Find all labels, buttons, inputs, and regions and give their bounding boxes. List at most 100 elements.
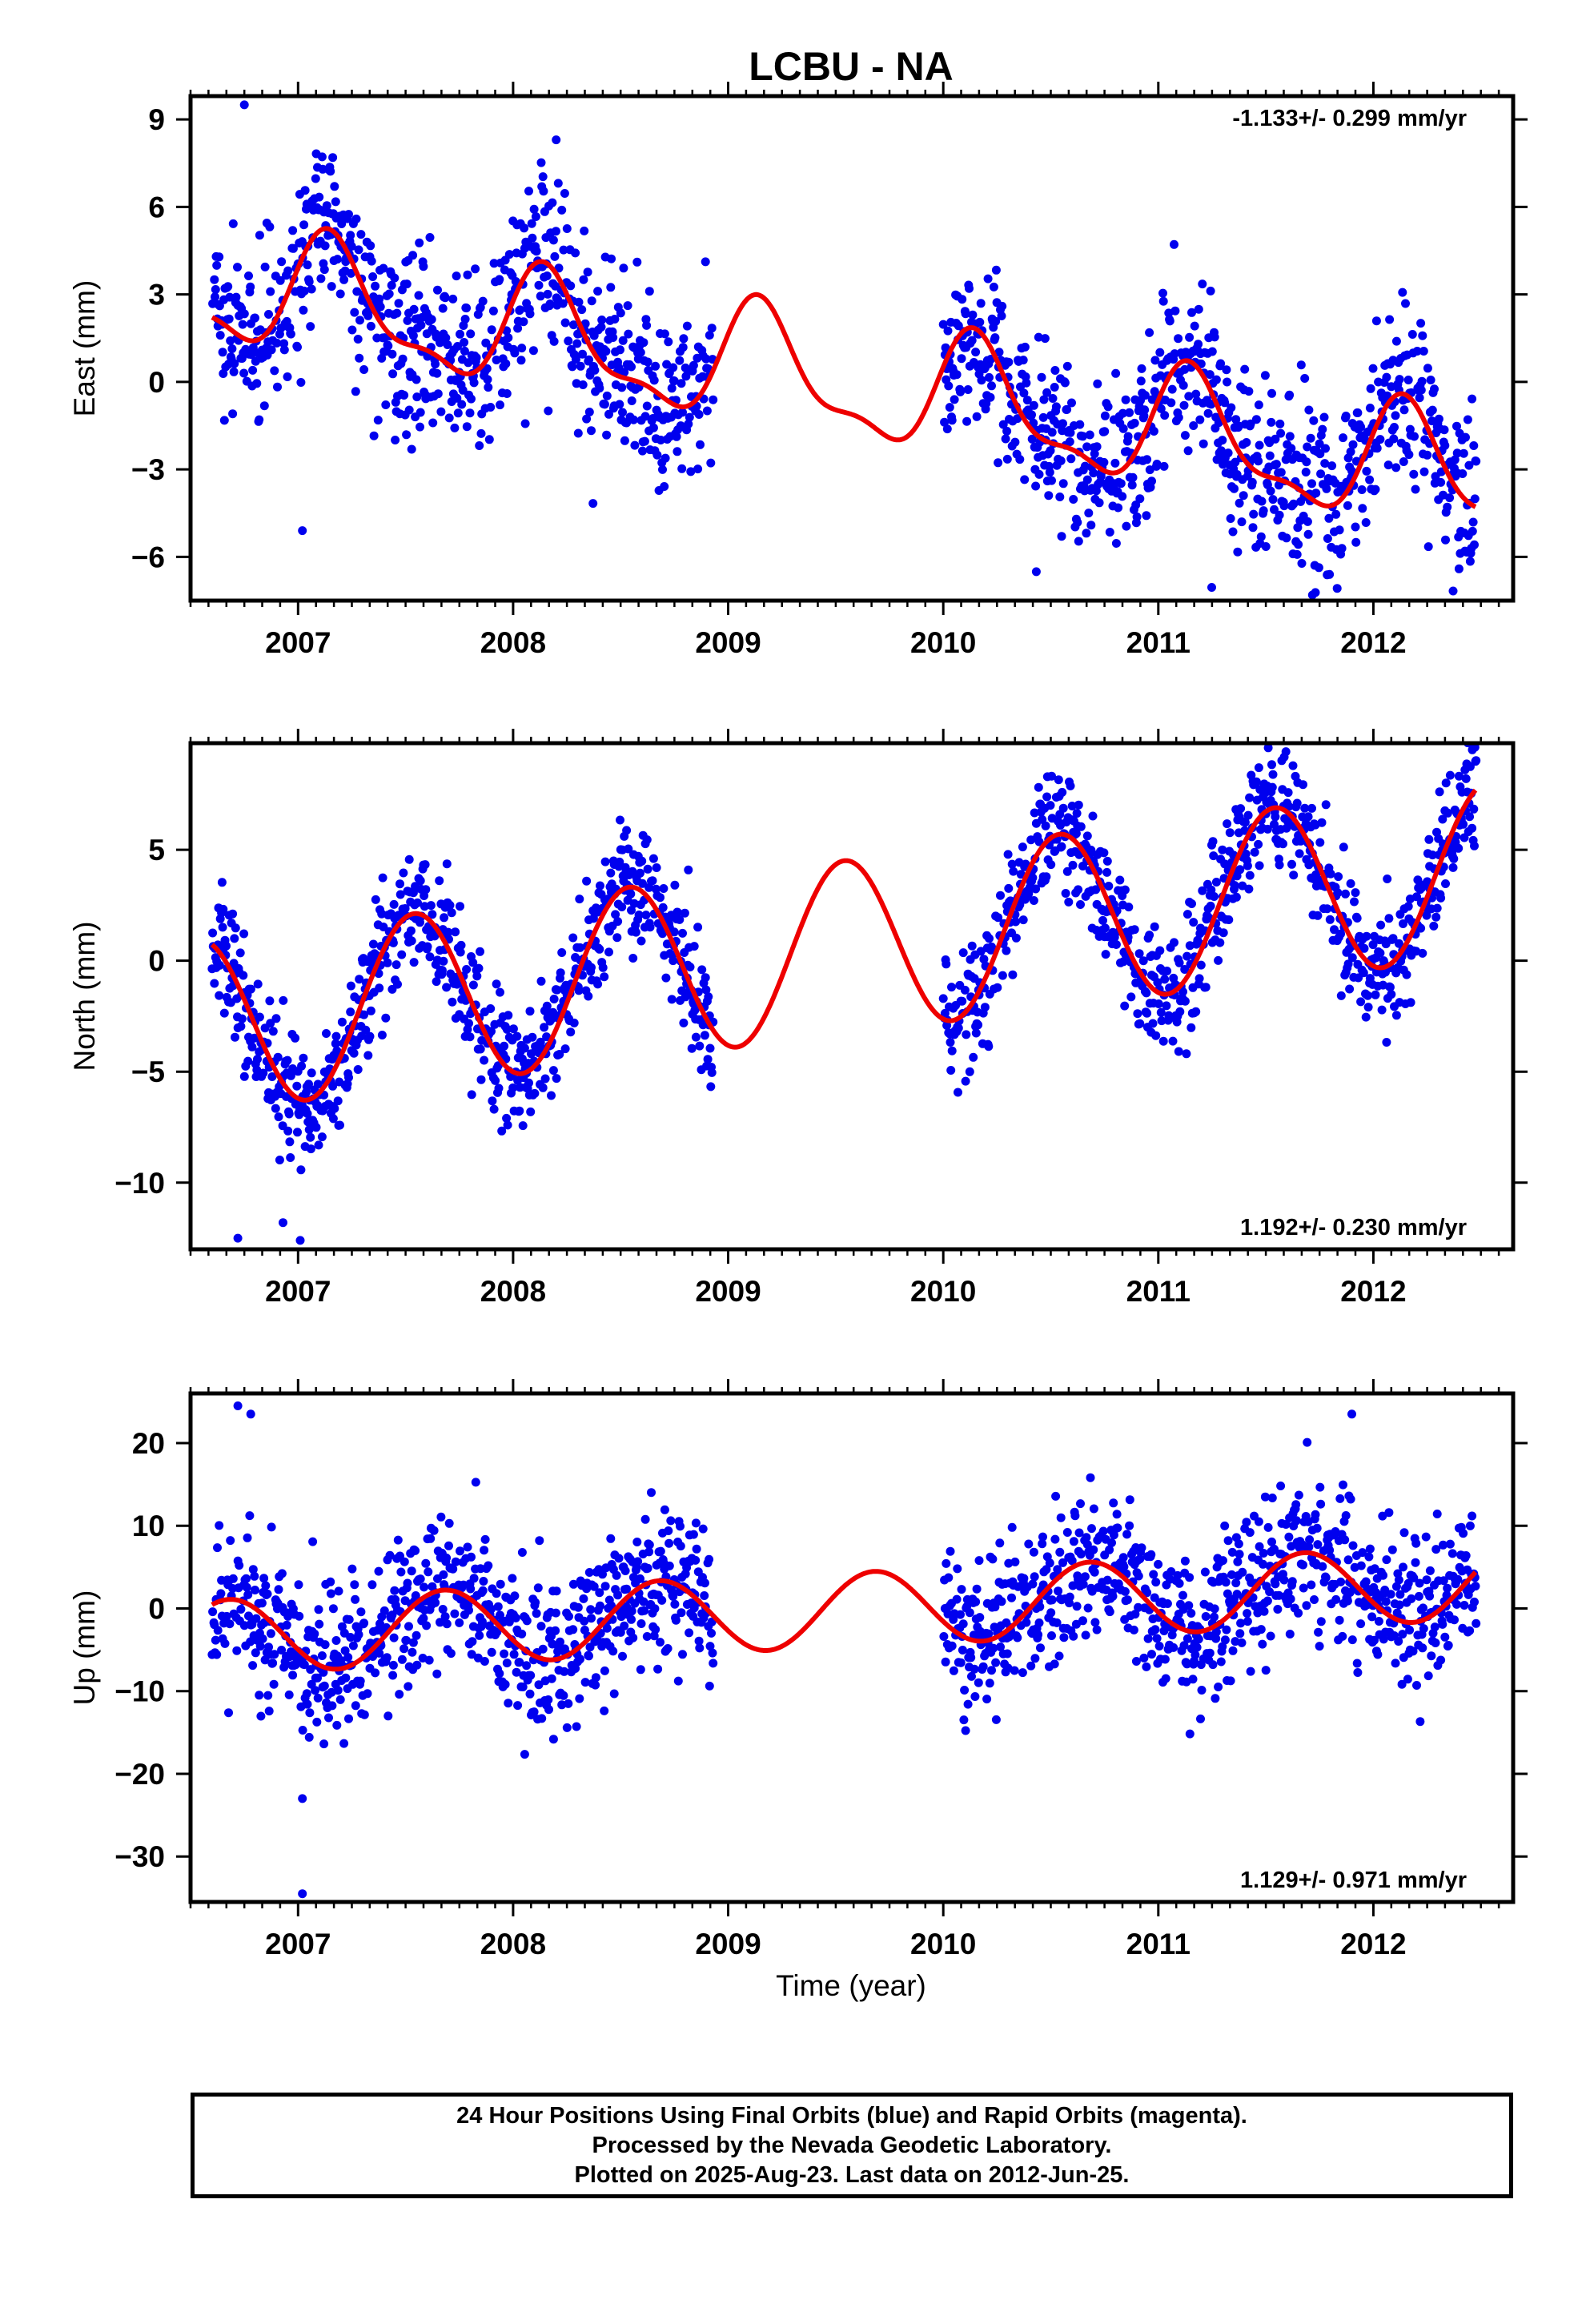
data-point (1299, 780, 1307, 790)
data-point (460, 338, 469, 347)
data-point (1332, 584, 1342, 593)
data-point (1076, 1550, 1086, 1559)
data-point (1167, 384, 1177, 394)
data-point (1361, 1012, 1371, 1022)
data-point (1227, 1570, 1236, 1579)
data-point (989, 1643, 998, 1653)
data-point (1168, 1036, 1178, 1046)
data-point (1002, 454, 1012, 464)
data-point (408, 251, 418, 260)
data-point (1267, 388, 1276, 398)
data-point (346, 1007, 355, 1017)
data-point (1130, 418, 1139, 428)
data-point (1047, 428, 1057, 437)
data-point (538, 1083, 548, 1092)
data-point (628, 415, 638, 424)
data-point (577, 305, 587, 315)
data-point (273, 1052, 283, 1062)
data-point (218, 923, 227, 932)
data-point (243, 1590, 253, 1599)
data-point (958, 295, 967, 304)
data-point (1374, 1617, 1383, 1626)
data-point (1083, 1603, 1093, 1613)
data-point (943, 326, 953, 336)
data-point (982, 1695, 992, 1704)
data-point (261, 1581, 271, 1590)
data-point (1263, 1596, 1272, 1606)
data-point (1449, 854, 1459, 863)
data-point (1244, 884, 1254, 894)
data-point (1423, 542, 1433, 552)
data-point (1348, 1541, 1358, 1550)
data-point (1362, 466, 1371, 476)
data-point (420, 902, 429, 911)
data-point (1058, 803, 1068, 813)
data-point (689, 942, 699, 951)
data-point (1071, 829, 1081, 838)
data-point (680, 908, 689, 918)
data-point (618, 336, 628, 345)
data-point (1313, 1540, 1323, 1550)
data-point (472, 353, 481, 363)
data-point (670, 1599, 680, 1609)
data-point (1245, 870, 1255, 880)
data-point (255, 1642, 265, 1651)
data-point (388, 369, 398, 379)
data-point (1105, 1607, 1114, 1617)
data-point (627, 1606, 636, 1616)
data-point (1162, 1599, 1172, 1608)
data-point (1070, 1511, 1080, 1521)
data-point (248, 1565, 258, 1574)
data-point (283, 266, 293, 275)
data-point (1158, 296, 1168, 306)
data-point (1019, 388, 1029, 398)
data-point (299, 286, 309, 296)
data-point (502, 1659, 512, 1668)
data-point (1122, 1530, 1132, 1539)
data-point (1068, 1581, 1078, 1590)
data-point (623, 301, 632, 311)
data-point (227, 344, 237, 353)
data-point (472, 971, 482, 981)
data-point (1151, 1031, 1161, 1040)
data-point (428, 418, 438, 428)
data-point (630, 440, 640, 450)
data-point (344, 1614, 354, 1624)
data-point (1154, 999, 1163, 1008)
data-point (1417, 376, 1427, 386)
data-point (297, 1061, 307, 1071)
data-point (1111, 368, 1121, 378)
data-point (609, 1689, 619, 1699)
data-point (1240, 364, 1250, 374)
data-point (359, 365, 369, 374)
data-point (1008, 970, 1018, 979)
data-point (1339, 842, 1348, 852)
data-point (366, 321, 375, 331)
data-point (1154, 1559, 1163, 1569)
data-point (286, 1071, 295, 1080)
data-point (296, 1165, 306, 1175)
data-point (1233, 547, 1243, 557)
data-point (976, 947, 986, 956)
data-point (1170, 239, 1178, 249)
data-point (408, 1638, 418, 1647)
data-point (1395, 1600, 1404, 1610)
data-point (428, 910, 437, 919)
data-point (1120, 1586, 1130, 1596)
data-point (421, 885, 431, 895)
data-point (962, 1030, 971, 1039)
data-point (1118, 408, 1127, 418)
data-point (1243, 861, 1252, 870)
data-point (1352, 1659, 1362, 1668)
data-point (1082, 1540, 1092, 1550)
data-point (1325, 915, 1335, 924)
data-point (1031, 567, 1041, 577)
data-point (555, 1050, 564, 1059)
data-point (651, 1625, 661, 1634)
data-point (1362, 931, 1371, 941)
data-point (1182, 1659, 1192, 1669)
y-tick-label: −5 (131, 1055, 165, 1088)
data-point (678, 408, 687, 417)
data-point (1266, 1631, 1275, 1641)
data-point (437, 966, 447, 975)
